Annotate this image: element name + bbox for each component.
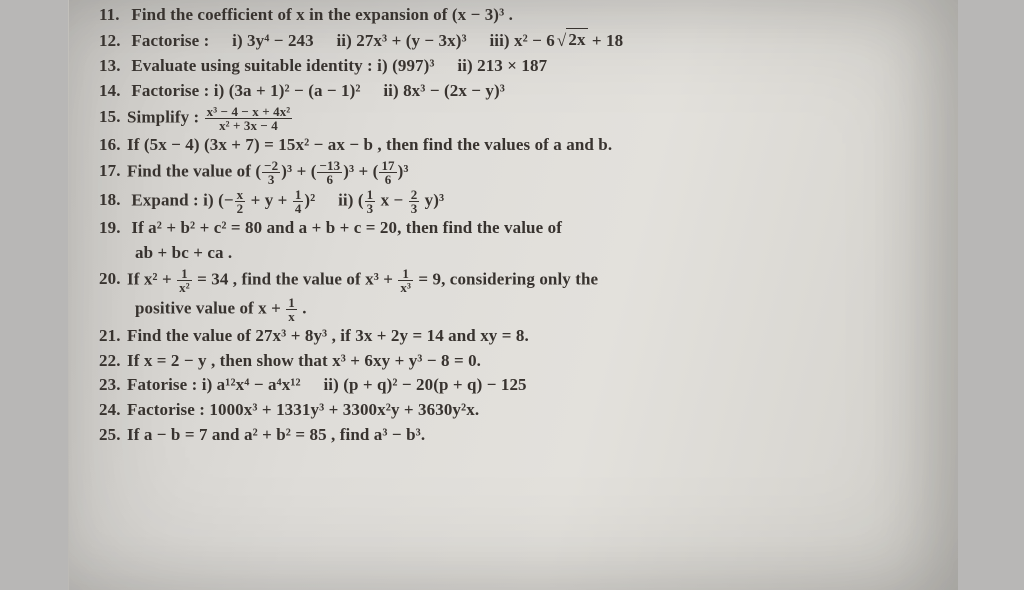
q-number: 13. [99,55,127,78]
q-number: 25. [99,424,127,447]
sqrt-icon: 2x [555,29,588,53]
question-17: 17.Find the value of (−23)³ + (−136)³ + … [99,159,928,186]
fraction: 14 [293,188,304,215]
q-number: 16. [99,134,127,157]
q-label: Evaluate using suitable identity : [131,56,372,75]
q-label: Factorise : [131,31,209,50]
question-24: 24.Factorise : 1000x³ + 1331y³ + 3300x²y… [99,399,928,422]
fraction: 13 [365,188,376,215]
question-25: 25.If a − b = 7 and a² + b² = 85 , find … [99,424,928,447]
q-number: 17. [99,160,127,183]
fraction: 1x [286,296,297,323]
q-number: 14. [99,80,127,103]
q-number: 15. [99,106,127,129]
q-text: ab + bc + ca . [135,243,232,262]
question-13: 13. Evaluate using suitable identity : i… [99,55,928,78]
q12-part-ii: ii) 27x³ + (y − 3x)³ [336,31,466,50]
q12-part-iii-post: + 18 [588,31,624,50]
q-number: 22. [99,350,127,373]
fraction: x2 [235,188,246,215]
q-text: Factorise : 1000x³ + 1331y³ + 3300x²y + … [127,400,479,419]
question-23: 23.Fatorise : i) a¹²x⁴ − a⁴x¹² ii) (p + … [99,374,928,397]
q23-part-ii: ii) (p + q)² − 20(p + q) − 125 [323,375,526,394]
q-label: Fatorise : [127,375,197,394]
question-19: 19. If a² + b² + c² = 80 and a + b + c =… [99,217,928,240]
q-text: Find the coefficient of x in the expansi… [131,5,513,24]
q-label: Find the value of [127,161,251,180]
q-number: 20. [99,268,127,291]
question-12: 12. Factorise : i) 3y⁴ − 243 ii) 27x³ + … [99,29,928,53]
q13-part-i: i) (997)³ [377,56,434,75]
fraction: −136 [317,159,342,186]
fraction: x³ − 4 − x + 4x² x² + 3x − 4 [205,105,293,132]
fraction: −23 [262,159,280,186]
q-number: 21. [99,325,127,348]
q12-part-iii-pre: iii) x² − 6 [489,31,554,50]
fraction: 23 [409,188,420,215]
question-20: 20.If x² + 1x² = 34 , find the value of … [99,267,928,294]
q-number: 18. [99,189,127,212]
q-label: Simplify : [127,107,199,126]
q-text: Find the value of 27x³ + 8y³ , if 3x + 2… [127,326,529,345]
question-11: 11. Find the coefficient of x in the exp… [99,4,928,27]
question-18: 18. Expand : i) (−x2 + y + 14)² ii) (13 … [99,188,928,215]
question-21: 21.Find the value of 27x³ + 8y³ , if 3x … [99,325,928,348]
question-20-cont: positive value of x + 1x . [99,296,928,323]
fraction: 176 [379,159,396,186]
q-number: 11. [99,4,127,27]
q12-part-i: i) 3y⁴ − 243 [232,31,314,50]
q23-part-i: i) a¹²x⁴ − a⁴x¹² [202,375,301,394]
worksheet-page: 11. Find the coefficient of x in the exp… [68,0,958,590]
q14-part-ii: ii) 8x³ − (2x − y)³ [383,81,505,100]
question-14: 14. Factorise : i) (3a + 1)² − (a − 1)² … [99,80,928,103]
fraction: 1x³ [398,267,413,294]
q-text: If (5x − 4) (3x + 7) = 15x² − ax − b , t… [127,135,612,154]
question-15: 15.Simplify : x³ − 4 − x + 4x² x² + 3x −… [99,105,928,132]
q-text: If a² + b² + c² = 80 and a + b + c = 20,… [131,218,562,237]
q-label: Expand : [131,190,198,209]
q-number: 19. [99,217,127,240]
q13-part-ii: ii) 213 × 187 [457,56,547,75]
fraction: 1x² [177,267,192,294]
q-number: 23. [99,374,127,397]
question-16: 16.If (5x − 4) (3x + 7) = 15x² − ax − b … [99,134,928,157]
question-19-cont: ab + bc + ca . [99,242,928,265]
q14-part-i: i) (3a + 1)² − (a − 1)² [214,81,361,100]
q-text: If a − b = 7 and a² + b² = 85 , find a³ … [127,425,425,444]
q-label: Factorise : [131,81,209,100]
q-number: 12. [99,30,127,53]
question-22: 22.If x = 2 − y , then show that x³ + 6x… [99,350,928,373]
q-number: 24. [99,399,127,422]
q-text: If x = 2 − y , then show that x³ + 6xy +… [127,351,481,370]
